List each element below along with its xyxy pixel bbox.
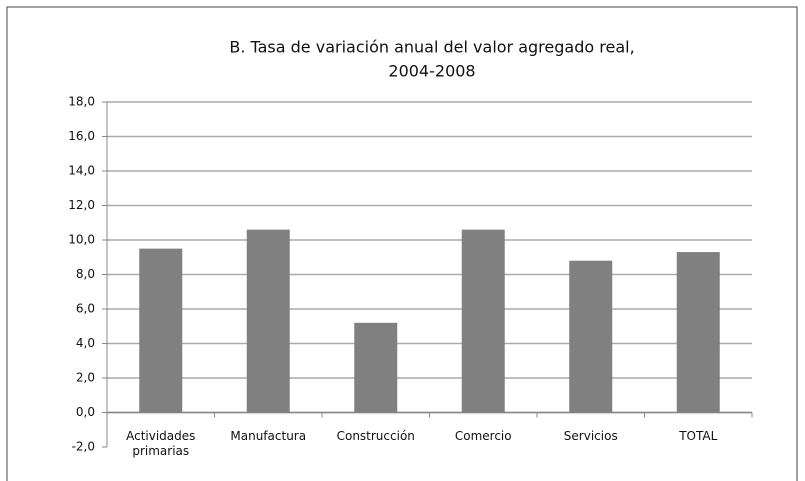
bar — [246, 229, 290, 413]
y-tick-label: 16,0 — [68, 129, 95, 143]
y-tick-label: 6,0 — [76, 302, 95, 316]
x-tick-label: Servicios — [563, 428, 618, 443]
y-tick-label: 4,0 — [76, 336, 95, 350]
x-tick-label: TOTAL — [679, 428, 718, 443]
bar — [354, 322, 398, 413]
bar — [139, 248, 183, 413]
y-tick-label: 2,0 — [76, 371, 95, 385]
bar — [569, 260, 613, 413]
y-tick-label: 18,0 — [68, 95, 95, 109]
y-tick-label: 8,0 — [76, 267, 95, 281]
y-tick-label: 10,0 — [68, 233, 95, 247]
y-tick-label: 0,0 — [76, 405, 95, 419]
x-tick-label: Manufactura — [230, 428, 307, 443]
bar — [676, 252, 720, 413]
x-tick-label: Comercio — [454, 428, 512, 443]
y-tick-label: 12,0 — [68, 198, 95, 212]
y-tick-label: 14,0 — [68, 164, 95, 178]
chart-title: 2004-2008 — [388, 62, 475, 81]
x-tick-label: Construcción — [336, 428, 415, 443]
x-tick-label: Actividades primarias — [126, 428, 196, 458]
chart-title: B. Tasa de variación anual del valor agr… — [229, 38, 634, 57]
chart-frame — [6, 6, 798, 481]
y-tick-label: -2,0 — [72, 440, 95, 454]
bar — [461, 229, 505, 413]
